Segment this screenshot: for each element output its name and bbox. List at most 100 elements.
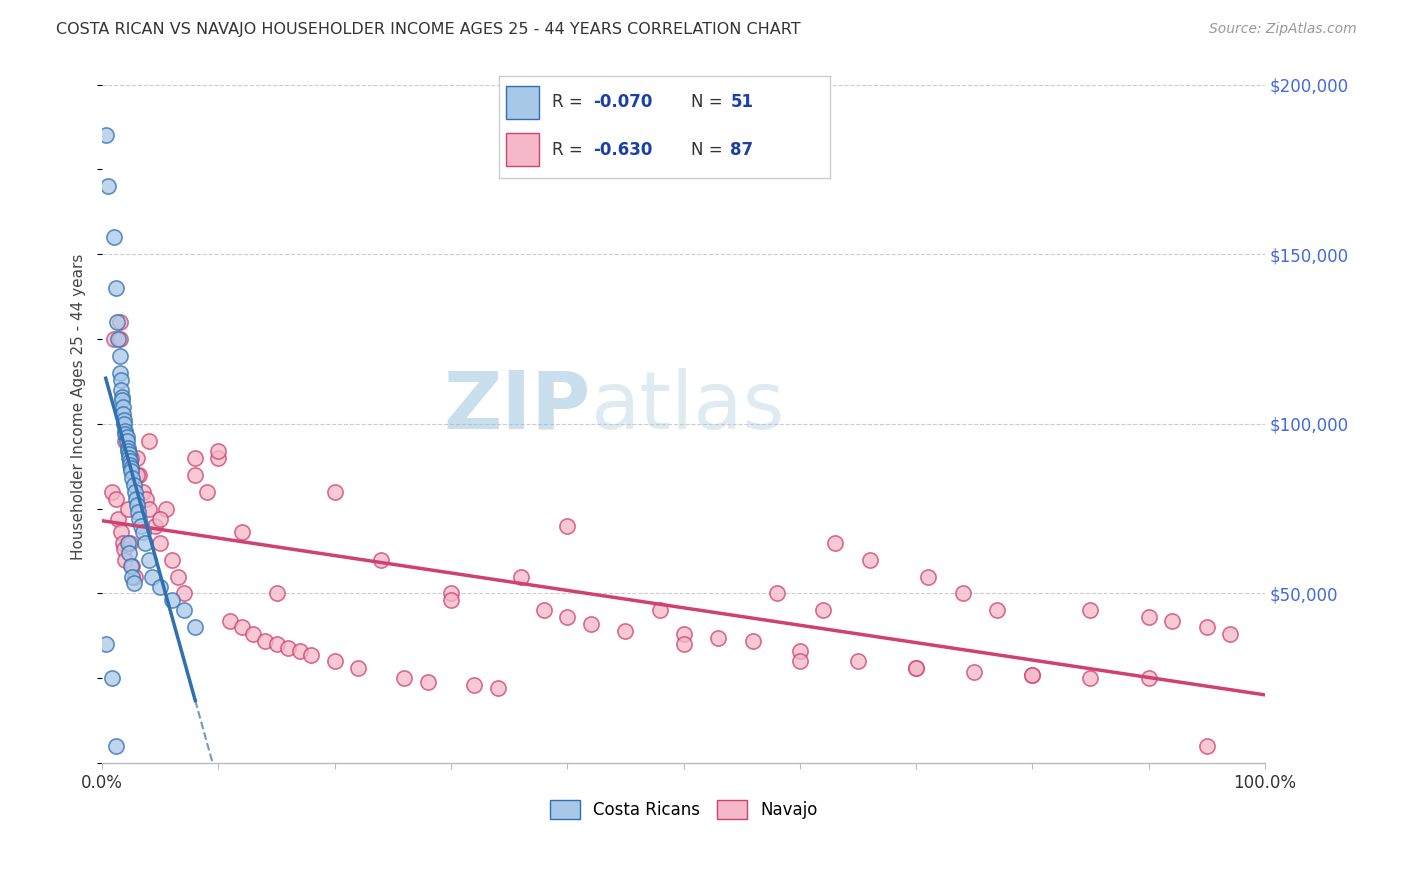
Text: ZIP: ZIP xyxy=(443,368,591,446)
Point xyxy=(129,518,152,533)
Point xyxy=(110,373,132,387)
Point xyxy=(112,413,135,427)
Text: 51: 51 xyxy=(731,94,754,112)
Text: COSTA RICAN VS NAVAJO HOUSEHOLDER INCOME AGES 25 - 44 YEARS CORRELATION CHART: COSTA RICAN VS NAVAJO HOUSEHOLDER INCOME… xyxy=(56,22,801,37)
Point xyxy=(127,467,149,482)
Point xyxy=(134,535,156,549)
Point xyxy=(115,430,138,444)
Point xyxy=(108,366,131,380)
Point xyxy=(1160,614,1182,628)
Point xyxy=(219,614,242,628)
Point xyxy=(114,427,136,442)
Text: N =: N = xyxy=(690,141,728,159)
Point xyxy=(614,624,637,638)
Point xyxy=(114,434,136,448)
Point xyxy=(117,501,139,516)
Point xyxy=(124,484,146,499)
Point xyxy=(94,128,117,143)
Text: -0.630: -0.630 xyxy=(593,141,652,159)
Text: -0.070: -0.070 xyxy=(593,94,652,112)
Point xyxy=(114,424,136,438)
Point xyxy=(114,552,136,566)
Point xyxy=(105,739,128,754)
Point xyxy=(108,349,131,363)
Point xyxy=(1080,671,1102,685)
Point xyxy=(440,593,463,607)
Point xyxy=(107,332,129,346)
Point xyxy=(94,637,117,651)
Point xyxy=(277,640,299,655)
Point xyxy=(1021,668,1043,682)
Point xyxy=(138,501,160,516)
Bar xyxy=(506,133,538,166)
Point xyxy=(986,603,1008,617)
Point xyxy=(120,464,142,478)
Point xyxy=(118,450,141,465)
Point xyxy=(141,569,163,583)
Point xyxy=(1219,627,1241,641)
Point xyxy=(555,518,578,533)
Point xyxy=(370,552,392,566)
Point xyxy=(112,407,135,421)
Point xyxy=(486,681,509,696)
Point xyxy=(173,603,195,617)
Y-axis label: Householder Income Ages 25 - 44 years: Householder Income Ages 25 - 44 years xyxy=(72,253,86,560)
Point xyxy=(789,644,811,658)
Point xyxy=(120,559,142,574)
Point xyxy=(122,576,145,591)
Point xyxy=(207,450,229,465)
Point xyxy=(811,603,834,617)
Point xyxy=(160,552,183,566)
Point xyxy=(858,552,880,566)
Point xyxy=(120,458,142,472)
Point xyxy=(107,512,129,526)
Point xyxy=(103,230,125,244)
Point xyxy=(1137,671,1160,685)
Point xyxy=(288,644,311,658)
Point xyxy=(1195,620,1218,634)
Point xyxy=(579,617,602,632)
Point xyxy=(323,654,346,668)
Point xyxy=(110,525,132,540)
Point xyxy=(105,315,128,329)
Bar xyxy=(506,87,538,119)
Point xyxy=(128,512,150,526)
Point xyxy=(184,620,207,634)
Point xyxy=(266,637,288,651)
Point xyxy=(789,654,811,668)
Point xyxy=(112,400,135,414)
Point xyxy=(173,586,195,600)
Text: Source: ZipAtlas.com: Source: ZipAtlas.com xyxy=(1209,22,1357,37)
Point xyxy=(127,505,149,519)
Text: R =: R = xyxy=(553,141,588,159)
Point xyxy=(742,634,765,648)
Point xyxy=(184,467,207,482)
Point xyxy=(132,525,155,540)
Point xyxy=(125,491,148,506)
Point xyxy=(108,315,131,329)
Point xyxy=(111,393,134,408)
Point xyxy=(132,484,155,499)
Point xyxy=(149,512,172,526)
Point xyxy=(100,484,122,499)
Point xyxy=(112,535,135,549)
Point xyxy=(120,450,142,465)
Point xyxy=(143,518,166,533)
Point xyxy=(1021,668,1043,682)
Point xyxy=(917,569,939,583)
Point xyxy=(127,450,149,465)
Text: N =: N = xyxy=(690,94,728,112)
Point xyxy=(1137,610,1160,624)
Point xyxy=(963,665,986,679)
Text: atlas: atlas xyxy=(591,368,785,446)
Point xyxy=(103,332,125,346)
Point xyxy=(650,603,672,617)
Point xyxy=(121,569,143,583)
Point xyxy=(952,586,974,600)
Point xyxy=(1080,603,1102,617)
Point xyxy=(672,627,695,641)
Point xyxy=(138,552,160,566)
Point xyxy=(124,569,146,583)
Point xyxy=(105,281,128,295)
Text: R =: R = xyxy=(553,94,588,112)
